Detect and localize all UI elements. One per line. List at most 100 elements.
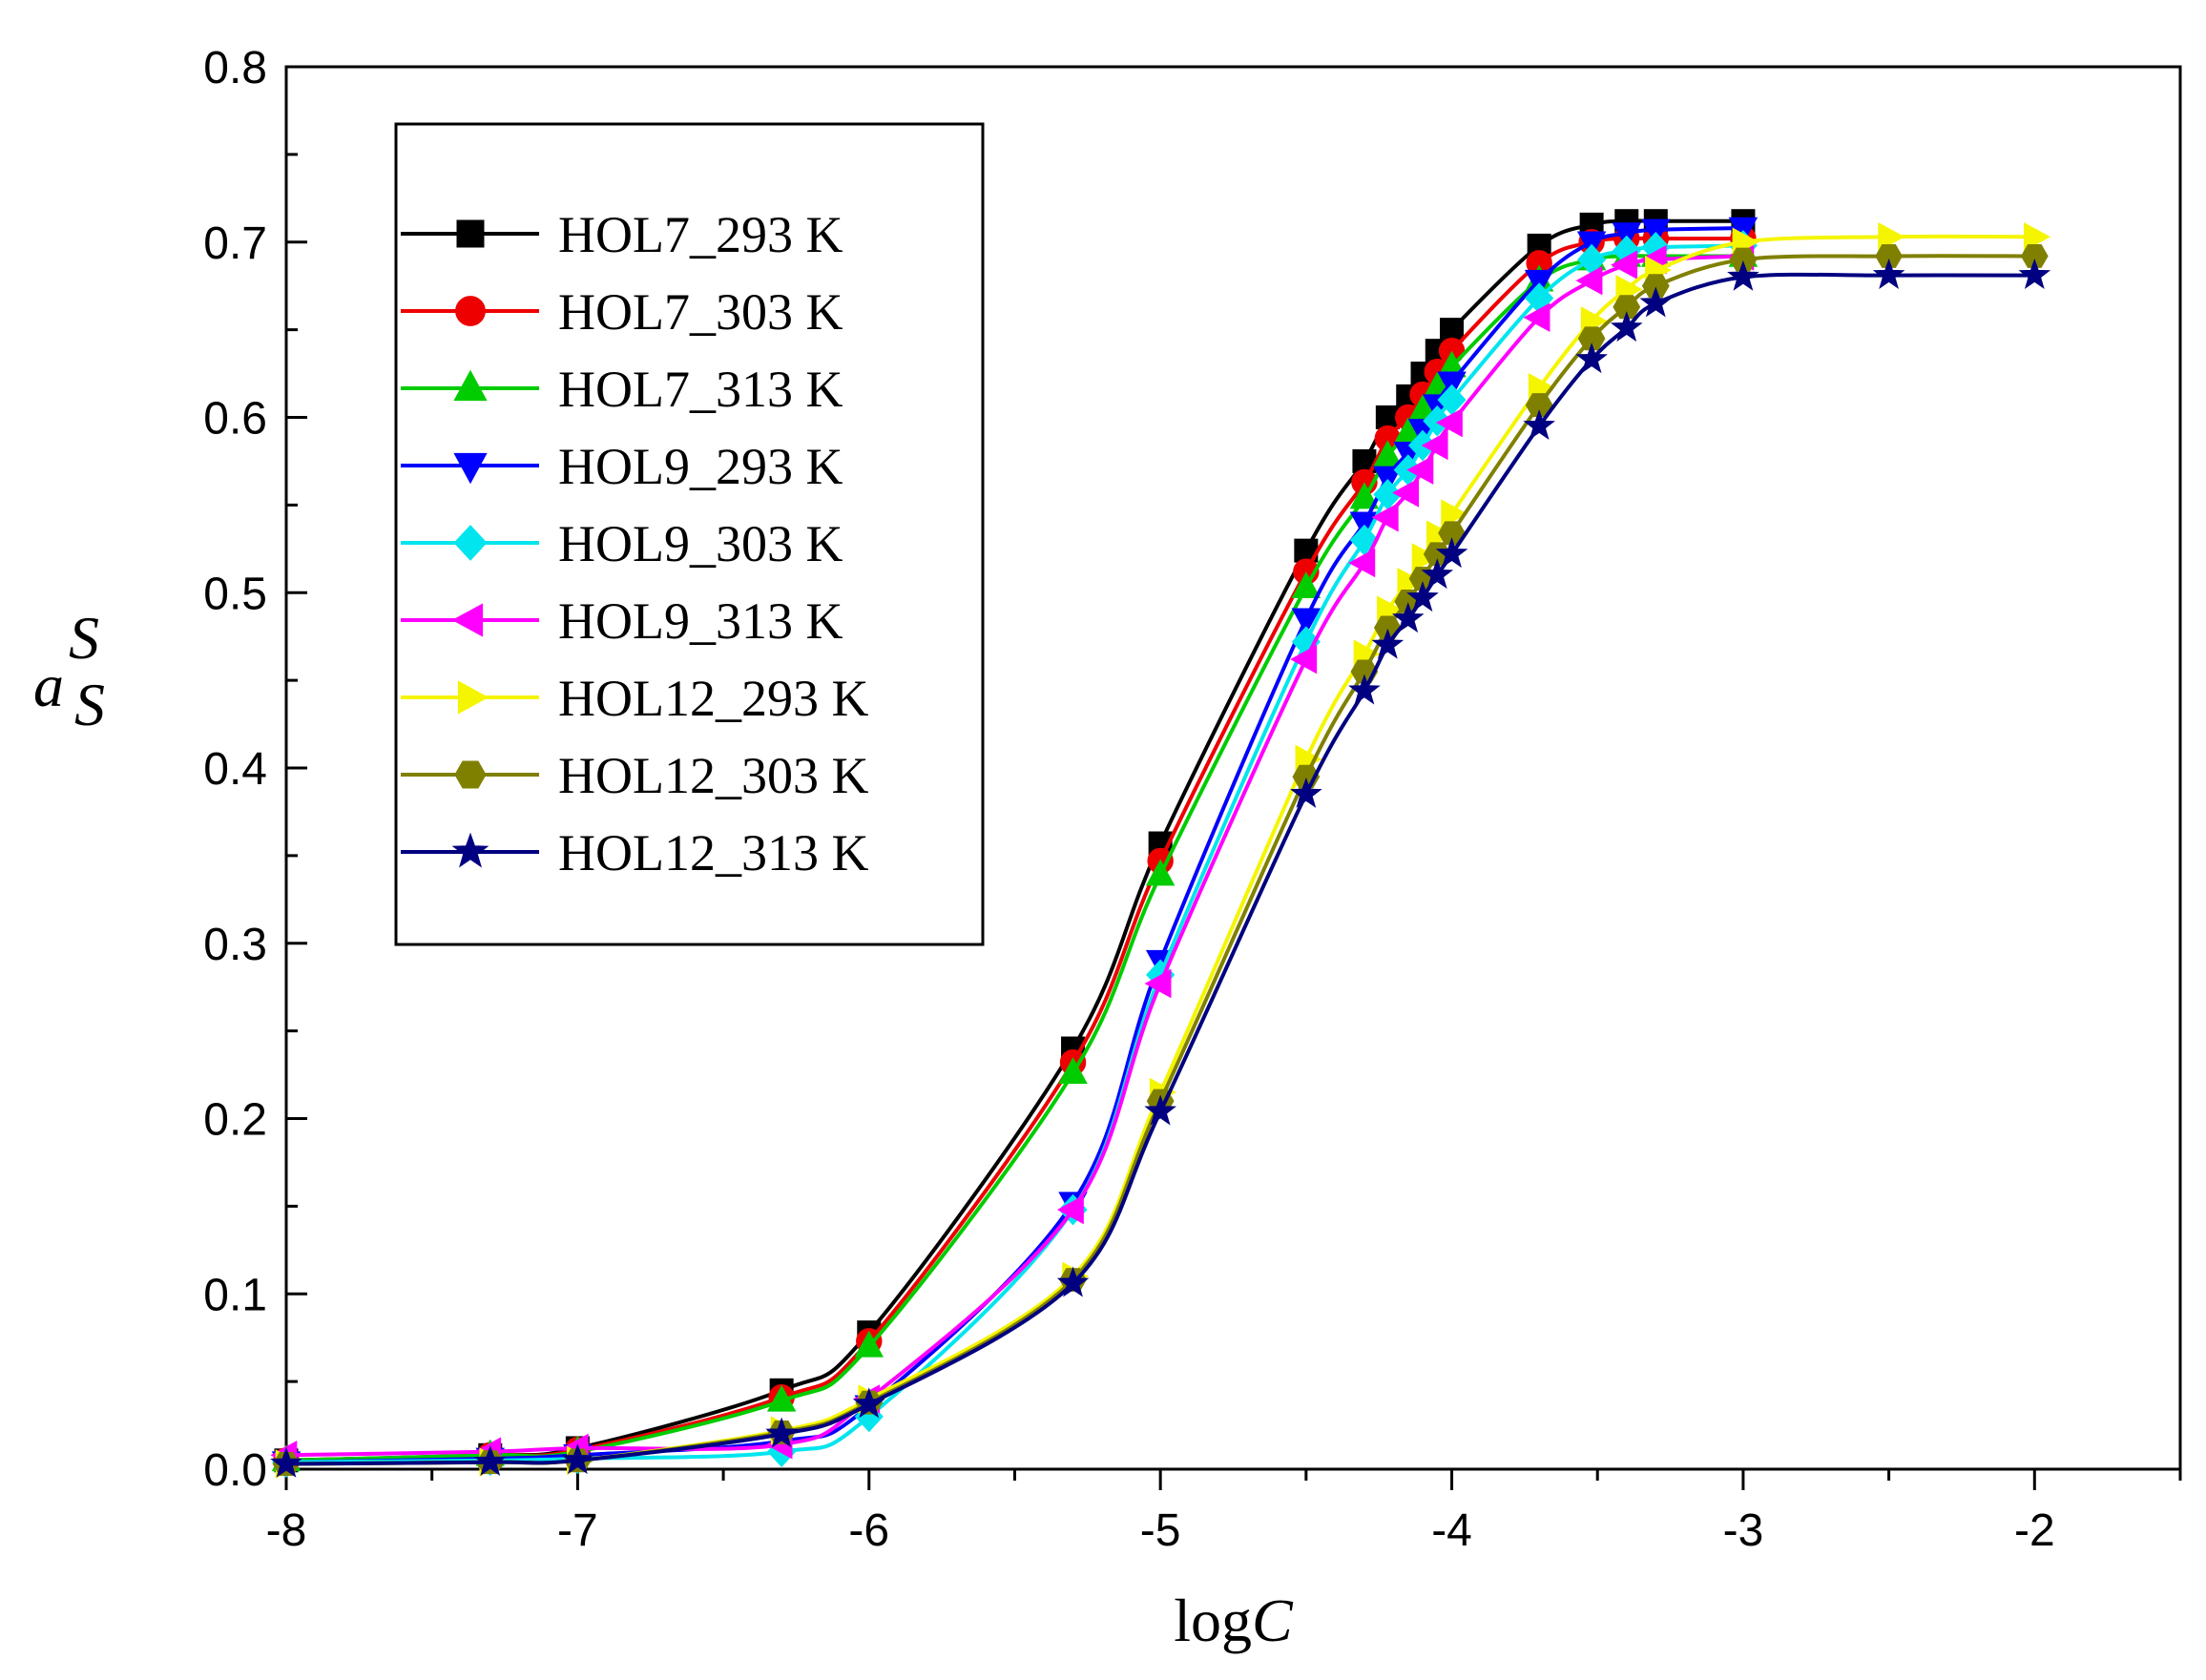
legend-item: HOL7_313 K	[401, 361, 843, 418]
legend-marker	[457, 680, 489, 715]
data-point	[2020, 243, 2049, 268]
y-tick-label: 0.8	[203, 43, 267, 93]
data-point	[1371, 502, 1399, 532]
data-point	[1435, 407, 1463, 438]
legend-label: HOL12_313 K	[558, 824, 868, 881]
legend-item: HOL12_313 K	[401, 824, 868, 881]
x-tick-label: -6	[848, 1505, 889, 1556]
data-point	[1290, 777, 1322, 808]
data-point	[1729, 247, 1758, 272]
legend-item: HOL12_293 K	[401, 670, 868, 727]
x-axis-title: logC	[1174, 1587, 1294, 1654]
data-point	[270, 1446, 302, 1478]
legend-label: HOL9_303 K	[558, 515, 843, 572]
y-tick-label: 0.0	[203, 1445, 267, 1496]
data-point	[1348, 674, 1381, 705]
legend-label: HOL9_313 K	[558, 592, 843, 650]
data-point	[1391, 602, 1425, 633]
y-tick-label: 0.4	[203, 744, 267, 795]
legend-item: HOL7_303 K	[401, 283, 843, 341]
legend-marker	[453, 452, 488, 485]
data-point	[1639, 286, 1673, 318]
y-axis-title-main: a	[33, 652, 64, 719]
data-point	[1406, 455, 1434, 485]
data-point	[1397, 567, 1425, 597]
y-axis-title-sub: S	[74, 671, 105, 738]
data-point	[1392, 478, 1420, 508]
x-tick-label: -2	[2014, 1505, 2055, 1556]
legend-label: HOL12_303 K	[558, 747, 868, 804]
data-point	[1611, 250, 1638, 280]
data-point	[1575, 265, 1603, 296]
data-point	[1145, 859, 1176, 886]
data-point	[1058, 1057, 1088, 1085]
data-point	[854, 1330, 884, 1358]
legend-item: HOL9_293 K	[401, 438, 843, 495]
data-point	[473, 1444, 507, 1476]
data-point	[1290, 644, 1318, 674]
legend-item: HOL12_303 K	[401, 747, 868, 804]
data-point	[765, 1417, 798, 1448]
data-point	[1056, 1266, 1090, 1297]
data-point	[561, 1443, 594, 1475]
data-point	[1348, 548, 1376, 578]
data-point	[1291, 608, 1322, 635]
y-axis: 0.0 0.1 0.2 0.3 0.4 0.5 0.6 0.7 0.8	[203, 43, 307, 1496]
data-point	[852, 1387, 885, 1419]
legend-label: HOL7_293 K	[558, 206, 843, 263]
data-point	[1435, 537, 1468, 569]
y-tick-label: 0.7	[203, 218, 267, 269]
legend-box	[394, 122, 985, 946]
legend-label: HOL7_313 K	[558, 361, 843, 418]
data-point	[1421, 558, 1454, 590]
data-point	[1523, 409, 1555, 440]
data-point	[1878, 221, 1905, 252]
legend-marker	[451, 603, 484, 637]
data-point	[1727, 259, 1759, 291]
data-point	[2024, 221, 2050, 252]
y-axis-title-sup: S	[69, 604, 99, 672]
x-axis: -8 -7 -6 -5 -4 -3 -2	[266, 1469, 2182, 1556]
legend-marker	[453, 525, 488, 561]
y-tick-label: 0.6	[203, 394, 267, 445]
data-point	[1144, 1094, 1176, 1126]
x-tick-label: -3	[1723, 1505, 1764, 1556]
legend-item: HOL7_293 K	[401, 206, 843, 263]
legend-label: HOL9_293 K	[558, 438, 843, 495]
y-axis-title: a S S	[33, 604, 105, 738]
y-tick-label: 0.5	[203, 569, 267, 619]
data-point	[1875, 243, 1903, 268]
series-line	[285, 272, 2035, 1466]
x-tick-label: -7	[557, 1505, 598, 1556]
legend-marker	[451, 832, 489, 868]
data-point	[2018, 258, 2051, 289]
data-point	[1411, 543, 1439, 572]
data-point	[766, 1384, 797, 1412]
x-tick-label: -5	[1140, 1505, 1181, 1556]
y-tick-label: 0.1	[203, 1270, 267, 1320]
data-point	[1610, 311, 1643, 342]
legend-marker	[453, 369, 488, 402]
y-tick-label: 0.3	[203, 920, 267, 970]
y-tick-label: 0.2	[203, 1095, 267, 1146]
legend-item: HOL9_313 K	[401, 592, 843, 650]
data-point	[1291, 571, 1322, 599]
legend-marker	[454, 760, 487, 789]
legend-marker	[456, 219, 485, 248]
data-point	[1371, 628, 1405, 659]
legend: HOL7_293 K HOL7_303 K HOL7_313 K HOL9_293 K…	[394, 122, 985, 946]
legend-marker	[455, 296, 486, 326]
legend-label: HOL7_303 K	[558, 283, 843, 341]
data-point	[1523, 302, 1550, 333]
data-point	[1575, 342, 1608, 374]
x-tick-label: -4	[1431, 1505, 1472, 1556]
series-hol12-313-k	[270, 258, 2051, 1478]
data-point	[1349, 482, 1380, 509]
data-point	[1421, 430, 1448, 461]
data-point	[1144, 968, 1172, 999]
legend-item: HOL9_303 K	[401, 515, 843, 572]
x-axis-title-italic: C	[1252, 1587, 1294, 1654]
series-layer	[270, 209, 2051, 1479]
x-tick-label: -8	[266, 1505, 307, 1556]
